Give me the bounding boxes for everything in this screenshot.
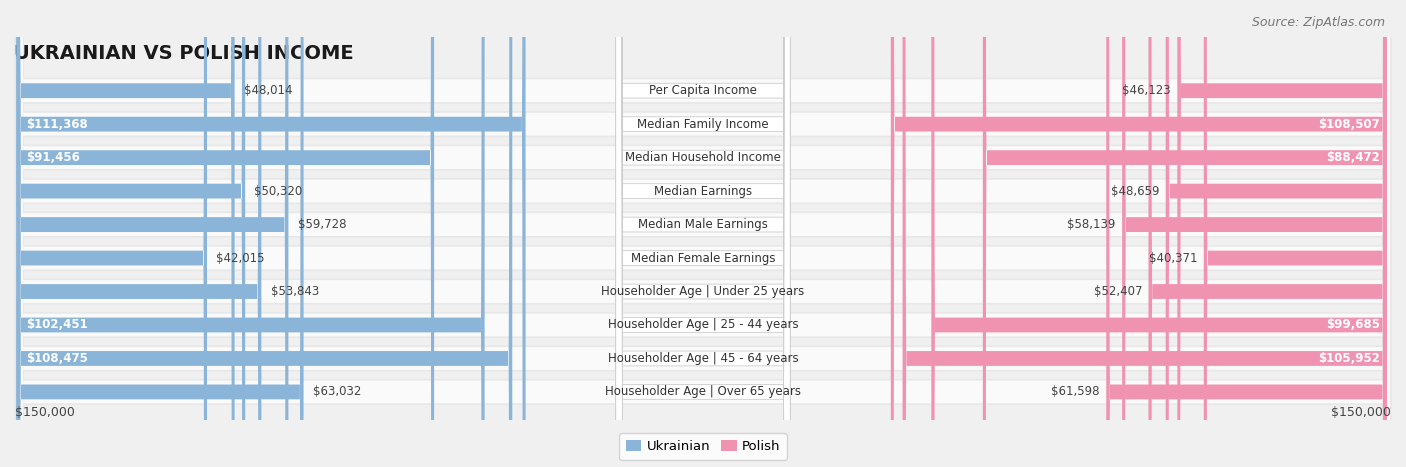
- Text: $63,032: $63,032: [312, 385, 361, 398]
- FancyBboxPatch shape: [15, 0, 1391, 467]
- Text: Householder Age | 45 - 64 years: Householder Age | 45 - 64 years: [607, 352, 799, 365]
- Text: $52,407: $52,407: [1094, 285, 1142, 298]
- FancyBboxPatch shape: [616, 0, 790, 467]
- FancyBboxPatch shape: [17, 0, 207, 467]
- FancyBboxPatch shape: [616, 0, 790, 467]
- FancyBboxPatch shape: [931, 0, 1386, 467]
- FancyBboxPatch shape: [983, 0, 1386, 467]
- Text: Median Household Income: Median Household Income: [626, 151, 780, 164]
- FancyBboxPatch shape: [616, 0, 790, 467]
- FancyBboxPatch shape: [1166, 0, 1386, 467]
- FancyBboxPatch shape: [17, 0, 262, 467]
- FancyBboxPatch shape: [616, 0, 790, 467]
- Text: $48,014: $48,014: [243, 84, 292, 97]
- FancyBboxPatch shape: [616, 0, 790, 467]
- Legend: Ukrainian, Polish: Ukrainian, Polish: [619, 433, 787, 460]
- Text: UKRAINIAN VS POLISH INCOME: UKRAINIAN VS POLISH INCOME: [14, 44, 354, 64]
- Text: $111,368: $111,368: [25, 118, 87, 131]
- Text: $108,507: $108,507: [1319, 118, 1381, 131]
- FancyBboxPatch shape: [17, 0, 485, 467]
- FancyBboxPatch shape: [1204, 0, 1386, 467]
- FancyBboxPatch shape: [17, 0, 1389, 467]
- Text: Median Male Earnings: Median Male Earnings: [638, 218, 768, 231]
- FancyBboxPatch shape: [616, 0, 790, 467]
- Text: $46,123: $46,123: [1122, 84, 1171, 97]
- Text: $150,000: $150,000: [15, 406, 75, 419]
- FancyBboxPatch shape: [17, 0, 288, 467]
- FancyBboxPatch shape: [15, 0, 1391, 467]
- FancyBboxPatch shape: [1149, 0, 1386, 467]
- Text: $40,371: $40,371: [1149, 252, 1198, 264]
- FancyBboxPatch shape: [15, 0, 1391, 467]
- Text: Householder Age | Over 65 years: Householder Age | Over 65 years: [605, 385, 801, 398]
- Text: Median Female Earnings: Median Female Earnings: [631, 252, 775, 264]
- Text: $99,685: $99,685: [1326, 318, 1381, 332]
- Text: $42,015: $42,015: [217, 252, 264, 264]
- FancyBboxPatch shape: [903, 0, 1386, 467]
- Text: Householder Age | Under 25 years: Householder Age | Under 25 years: [602, 285, 804, 298]
- Text: $150,000: $150,000: [1331, 406, 1391, 419]
- Text: $102,451: $102,451: [25, 318, 87, 332]
- FancyBboxPatch shape: [616, 0, 790, 467]
- FancyBboxPatch shape: [17, 0, 1389, 467]
- Text: $59,728: $59,728: [298, 218, 346, 231]
- FancyBboxPatch shape: [17, 0, 1389, 467]
- Text: $48,659: $48,659: [1111, 184, 1160, 198]
- FancyBboxPatch shape: [17, 0, 1389, 467]
- Text: $91,456: $91,456: [25, 151, 80, 164]
- FancyBboxPatch shape: [17, 0, 1389, 467]
- FancyBboxPatch shape: [15, 0, 1391, 467]
- FancyBboxPatch shape: [616, 0, 790, 467]
- FancyBboxPatch shape: [17, 0, 1389, 467]
- Text: Median Earnings: Median Earnings: [654, 184, 752, 198]
- FancyBboxPatch shape: [15, 0, 1391, 467]
- FancyBboxPatch shape: [17, 0, 1389, 467]
- FancyBboxPatch shape: [616, 0, 790, 467]
- Text: Householder Age | 25 - 44 years: Householder Age | 25 - 44 years: [607, 318, 799, 332]
- FancyBboxPatch shape: [15, 0, 1391, 467]
- Text: Per Capita Income: Per Capita Income: [650, 84, 756, 97]
- FancyBboxPatch shape: [17, 0, 512, 467]
- Text: $61,598: $61,598: [1052, 385, 1099, 398]
- Text: Source: ZipAtlas.com: Source: ZipAtlas.com: [1251, 16, 1385, 29]
- FancyBboxPatch shape: [17, 0, 304, 467]
- Text: $88,472: $88,472: [1326, 151, 1381, 164]
- FancyBboxPatch shape: [17, 0, 434, 467]
- Text: Median Family Income: Median Family Income: [637, 118, 769, 131]
- FancyBboxPatch shape: [15, 0, 1391, 467]
- FancyBboxPatch shape: [17, 0, 245, 467]
- Text: $53,843: $53,843: [270, 285, 319, 298]
- Text: $50,320: $50,320: [254, 184, 302, 198]
- FancyBboxPatch shape: [15, 0, 1391, 467]
- FancyBboxPatch shape: [15, 0, 1391, 467]
- FancyBboxPatch shape: [616, 0, 790, 467]
- FancyBboxPatch shape: [17, 0, 235, 467]
- FancyBboxPatch shape: [15, 0, 1391, 467]
- FancyBboxPatch shape: [17, 0, 1389, 467]
- Text: $105,952: $105,952: [1317, 352, 1381, 365]
- FancyBboxPatch shape: [1122, 0, 1386, 467]
- FancyBboxPatch shape: [891, 0, 1386, 467]
- FancyBboxPatch shape: [1177, 0, 1386, 467]
- FancyBboxPatch shape: [17, 0, 1389, 467]
- Text: $108,475: $108,475: [25, 352, 89, 365]
- FancyBboxPatch shape: [1107, 0, 1386, 467]
- FancyBboxPatch shape: [17, 0, 1389, 467]
- FancyBboxPatch shape: [17, 0, 526, 467]
- Text: $58,139: $58,139: [1067, 218, 1116, 231]
